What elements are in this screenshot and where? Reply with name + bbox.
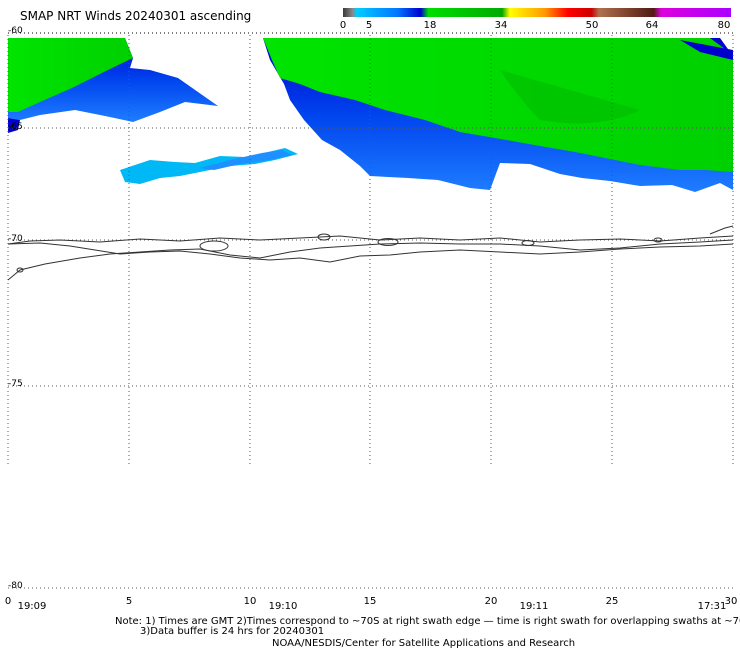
- coastline: [7, 225, 734, 281]
- time-label-1909: 19:09: [17, 601, 47, 612]
- colorbar-label-18: 18: [423, 20, 437, 31]
- time-label-1731: 17:31: [697, 601, 727, 612]
- lon-label-0: 0: [4, 596, 12, 607]
- note-line-1: Note: 1) Times are GMT 2)Times correspon…: [115, 616, 740, 627]
- wind-swath-main: [263, 38, 733, 192]
- time-label-1911: 19:11: [519, 601, 549, 612]
- lon-label-25: 25: [605, 596, 619, 607]
- lon-label-30: 30: [724, 596, 738, 607]
- time-label-1910: 19:10: [268, 601, 298, 612]
- map-title: SMAP NRT Winds 20240301 ascending: [20, 9, 252, 23]
- lon-label-10: 10: [243, 596, 257, 607]
- colorbar-label-64: 64: [645, 20, 659, 31]
- lat-label-80: -80: [8, 581, 23, 591]
- lat-label-60: -60: [8, 26, 23, 36]
- colorbar-label-34: 34: [494, 20, 508, 31]
- credit-line: NOAA/NESDIS/Center for Satellite Applica…: [272, 638, 576, 649]
- lon-label-5: 5: [125, 596, 133, 607]
- colorbar: [343, 8, 731, 17]
- wind-swath-cyan: [120, 148, 298, 184]
- lon-label-20: 20: [484, 596, 498, 607]
- wind-swath-left: [8, 38, 218, 133]
- note-line-2: 3)Data buffer is 24 hrs for 20240301: [140, 626, 325, 637]
- lon-label-15: 15: [363, 596, 377, 607]
- lat-label-70: -70: [8, 234, 23, 244]
- colorbar-label-5: 5: [365, 20, 373, 31]
- lat-label-75: -75: [8, 379, 23, 389]
- colorbar-label-50: 50: [585, 20, 599, 31]
- colorbar-label-80: 80: [717, 20, 731, 31]
- colorbar-label-0: 0: [339, 20, 347, 31]
- lat-label-65: -65: [8, 122, 23, 132]
